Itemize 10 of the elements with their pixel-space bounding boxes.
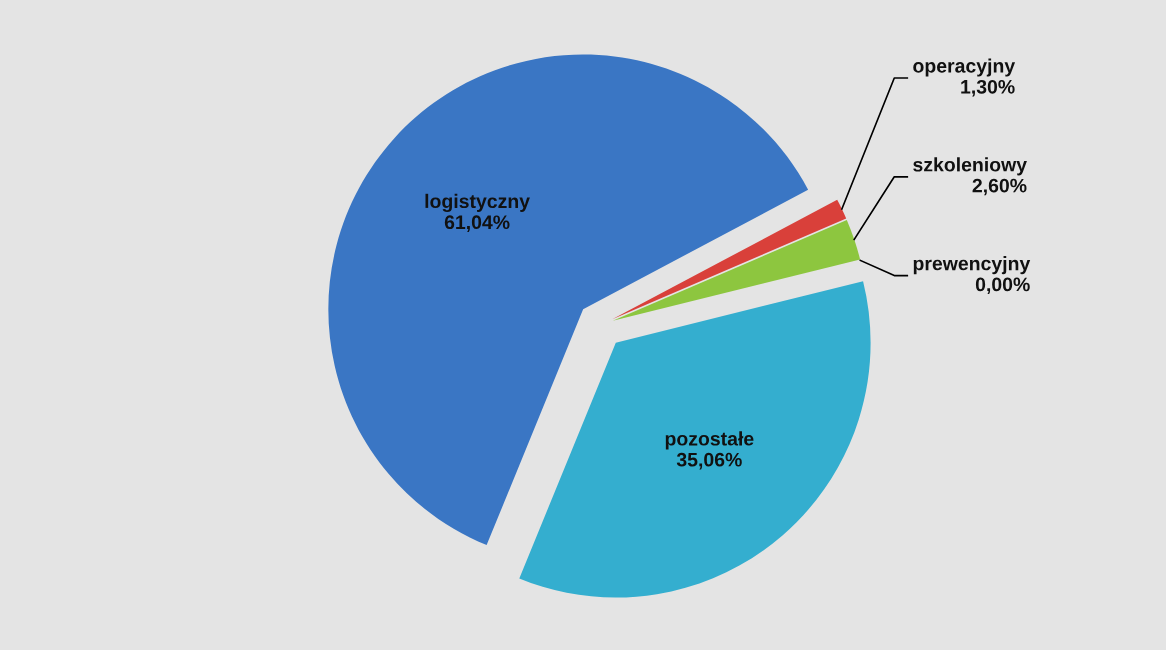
slice-label: logistyczny (425, 193, 530, 213)
data-label: 2,60% (972, 178, 1027, 196)
legend-label: prewencyjny (913, 256, 1031, 275)
text: 0,00% (975, 277, 1030, 295)
slice-label: operacyjny (913, 58, 1016, 77)
slice-label: szkoleniowy (913, 157, 1027, 176)
slice-label: pozostałe (665, 431, 754, 450)
data-label: 35,06% (676, 452, 742, 470)
data-label: 61,04% (444, 215, 510, 232)
data-label: 1,30% (961, 79, 1015, 97)
